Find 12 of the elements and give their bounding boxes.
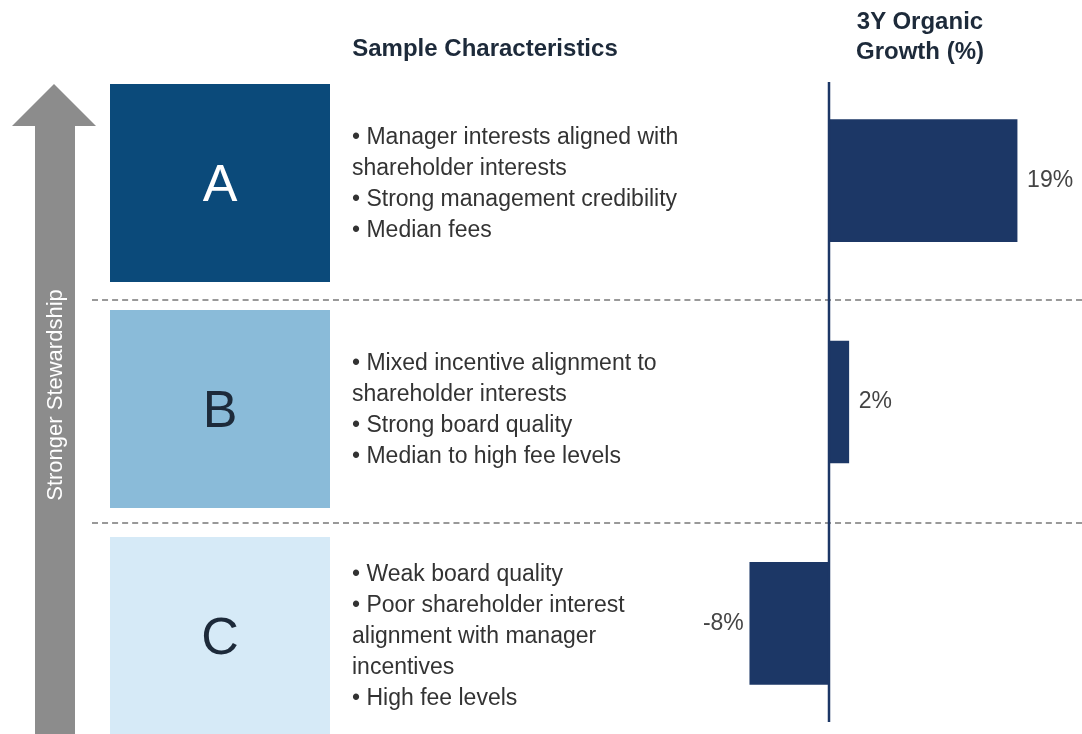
y-tick-label: B [110, 310, 330, 508]
text: Sample Characteristics [351, 34, 619, 62]
text: • Mixed incentive alignment to shareholder interests • Strong board quality • Median to high fee levels [352, 348, 658, 470]
data-label: 19% [1027, 166, 1074, 193]
text: • Manager interests aligned with shareholder interests • Strong management credibility • Median fees [352, 122, 680, 244]
chart-title: 3Y Organic Growth (%) [855, 6, 985, 66]
data-label: 2% [858, 387, 893, 414]
data-label: -8% [702, 608, 744, 635]
text: Stronger Stewardship [42, 288, 68, 503]
y-tick-label: C [110, 537, 330, 734]
text: • Weak board quality • Poor shareholder interest alignment with manager incentives • High fee levels [352, 559, 626, 712]
y-tick-label: A [110, 84, 330, 282]
